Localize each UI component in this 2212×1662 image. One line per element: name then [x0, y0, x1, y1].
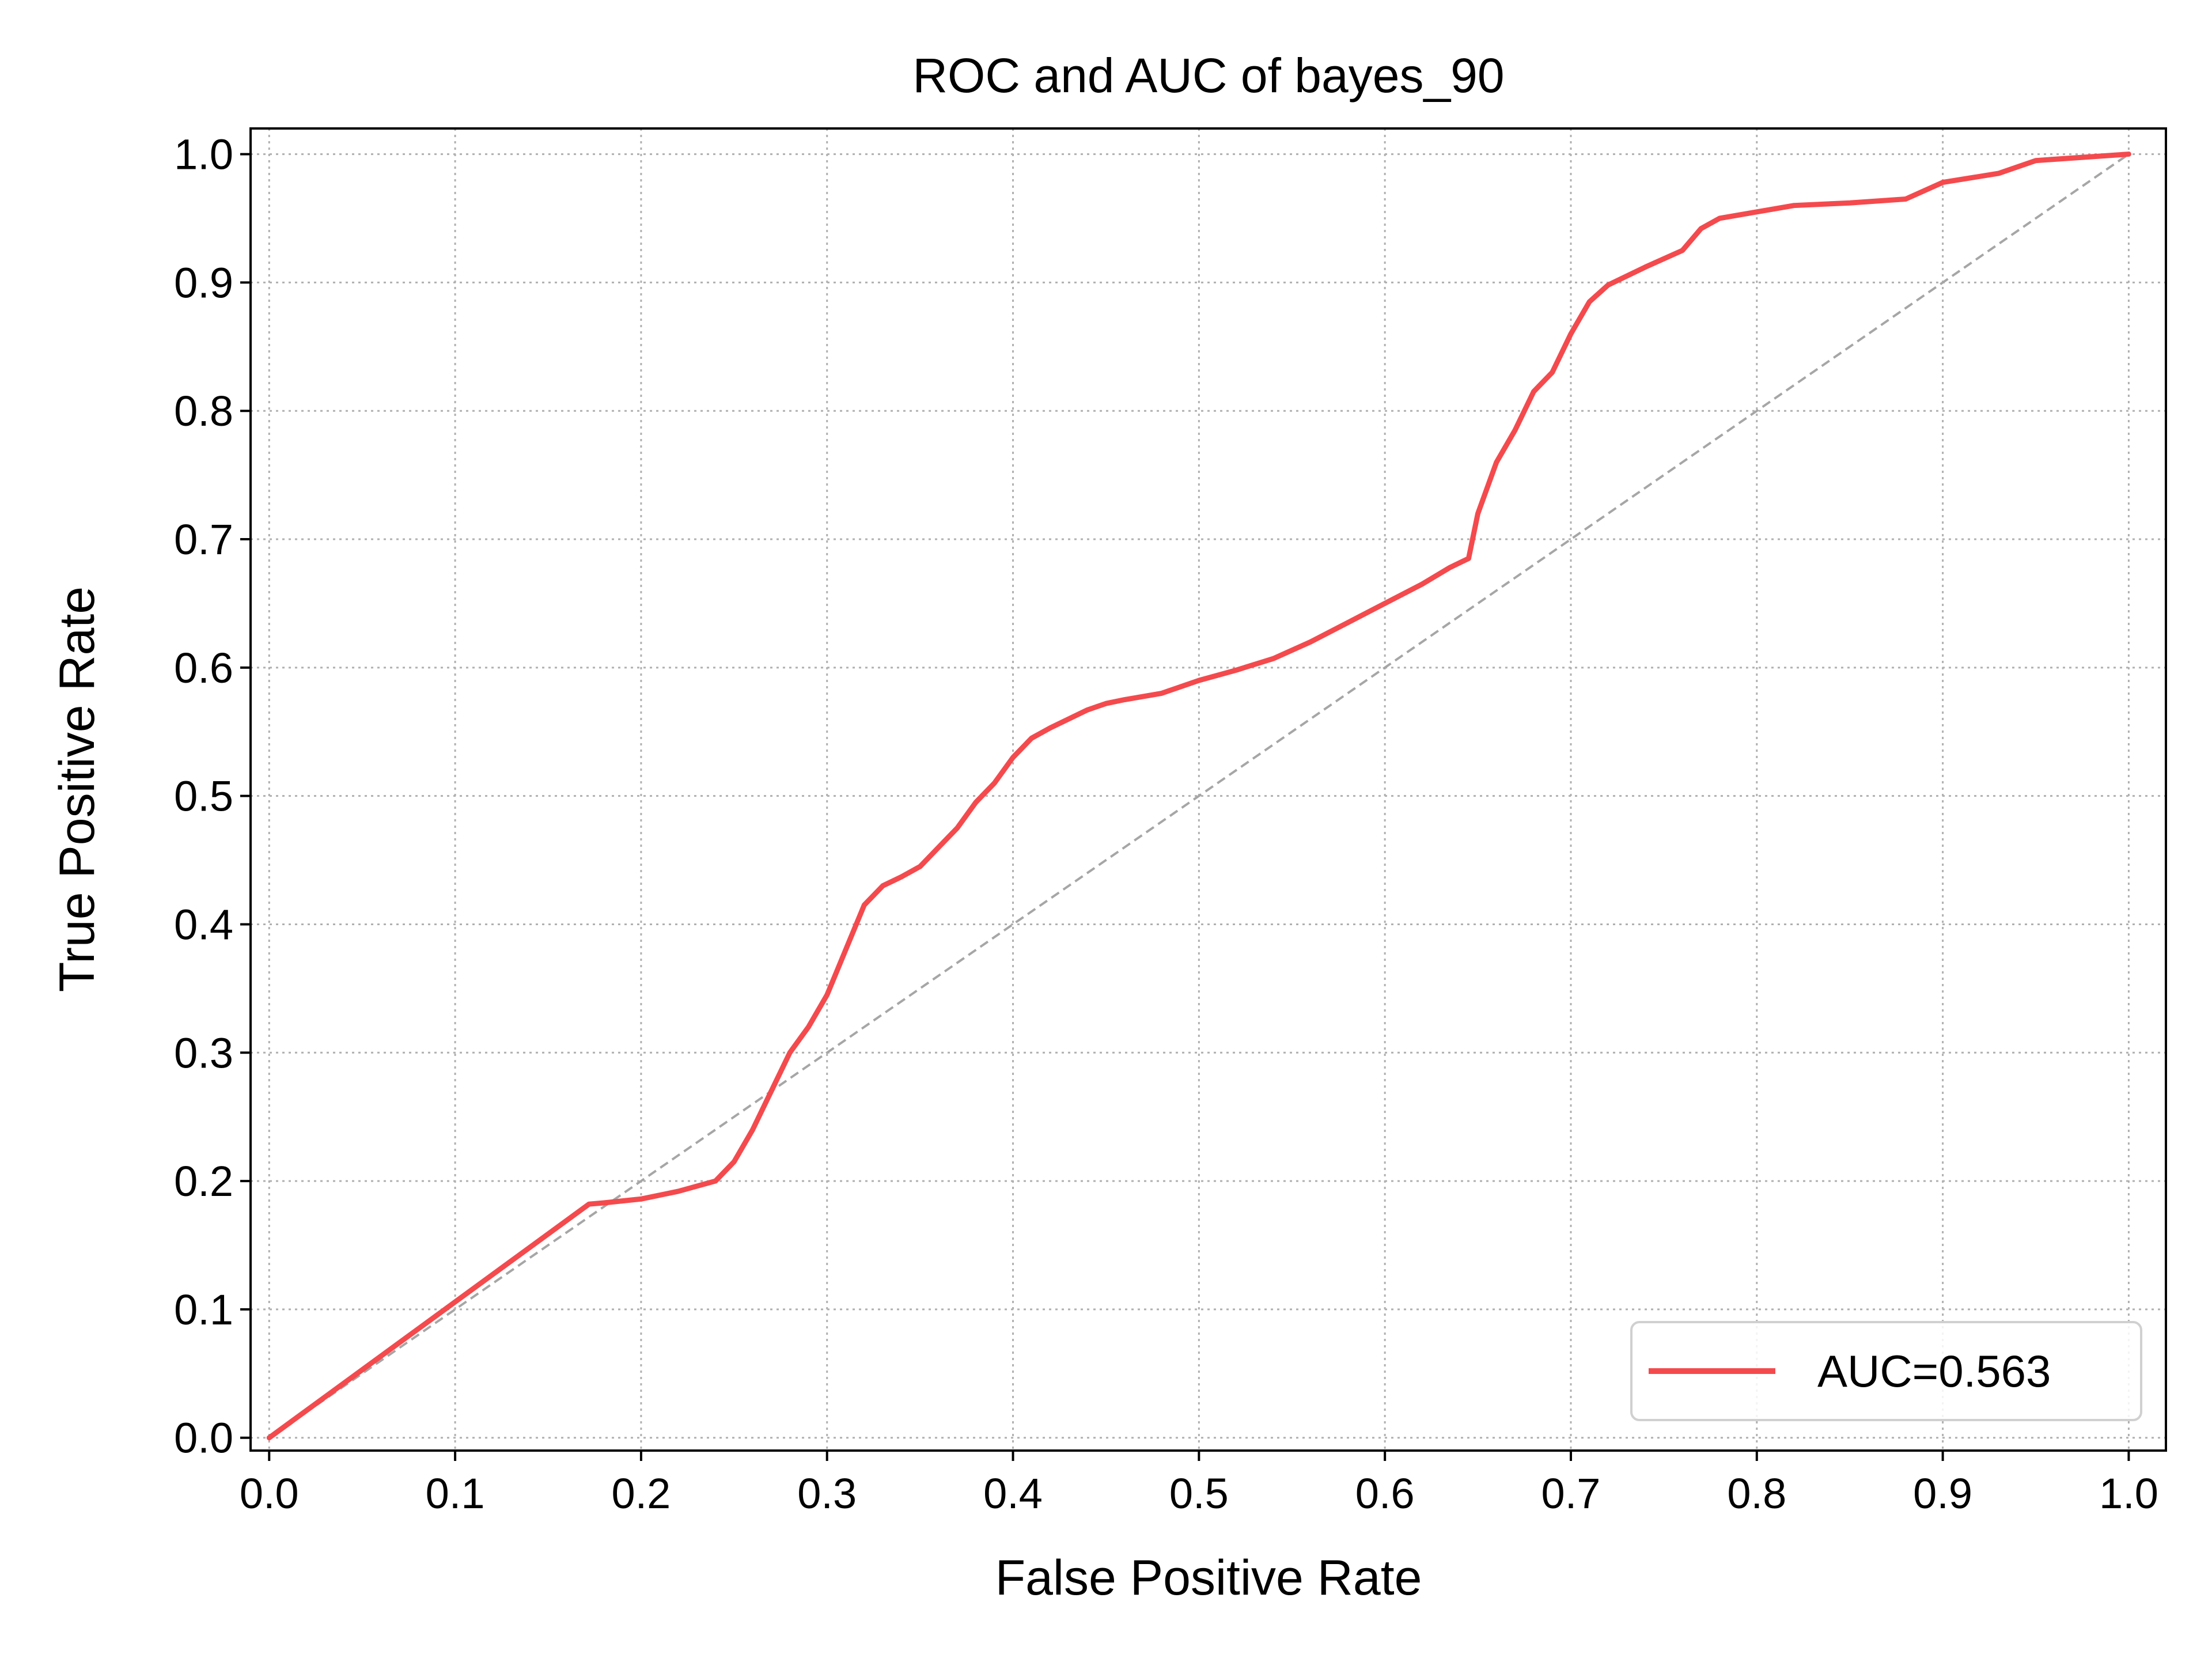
x-tick-label: 0.9 — [1913, 1470, 1972, 1517]
y-tick-label: 0.8 — [174, 387, 233, 435]
y-tick-label: 0.1 — [174, 1286, 233, 1334]
y-tick-label: 0.5 — [174, 773, 233, 820]
x-tick-label: 0.6 — [1355, 1470, 1415, 1517]
y-tick-label: 0.7 — [174, 516, 233, 563]
x-tick-label: 0.7 — [1541, 1470, 1601, 1517]
x-tick-label: 1.0 — [2099, 1470, 2158, 1517]
x-tick-label: 0.0 — [240, 1470, 299, 1517]
y-tick-label: 0.0 — [174, 1414, 233, 1462]
diagonal-reference-line — [268, 153, 2130, 1439]
plot-frame — [249, 127, 2167, 1452]
x-tick-label: 0.2 — [611, 1470, 671, 1517]
chart-title: ROC and AUC of bayes_90 — [912, 48, 1504, 103]
x-tick-label: 0.4 — [983, 1470, 1043, 1517]
y-axis-label: True Positive Rate — [50, 586, 105, 992]
y-tick-label: 0.9 — [174, 259, 233, 306]
roc-curve-line — [266, 152, 2131, 1441]
legend: AUC=0.563 — [1630, 1321, 2142, 1421]
y-tick-label: 0.3 — [174, 1029, 233, 1077]
ticks: 0.0 0.1 0.2 0.3 0.4 0.5 0.6 0.7 0.8 0.9 1.0 0.0 0.1 0… — [174, 131, 2158, 1517]
y-tick-label: 0.6 — [174, 644, 233, 692]
x-tick-label: 0.5 — [1169, 1470, 1229, 1517]
x-axis-label: False Positive Rate — [995, 1550, 1422, 1606]
legend-box — [1630, 1321, 2142, 1421]
legend-label-roc: AUC=0.563 — [1817, 1346, 2051, 1396]
y-tick-label: 1.0 — [174, 131, 233, 179]
grid — [251, 128, 2166, 1451]
x-tick-label: 0.1 — [426, 1470, 485, 1517]
series-layer — [266, 152, 2131, 1441]
x-tick-label: 0.8 — [1727, 1470, 1786, 1517]
y-tick-label: 0.4 — [174, 900, 233, 948]
x-tick-label: 0.3 — [797, 1470, 857, 1517]
y-tick-label: 0.2 — [174, 1157, 233, 1205]
